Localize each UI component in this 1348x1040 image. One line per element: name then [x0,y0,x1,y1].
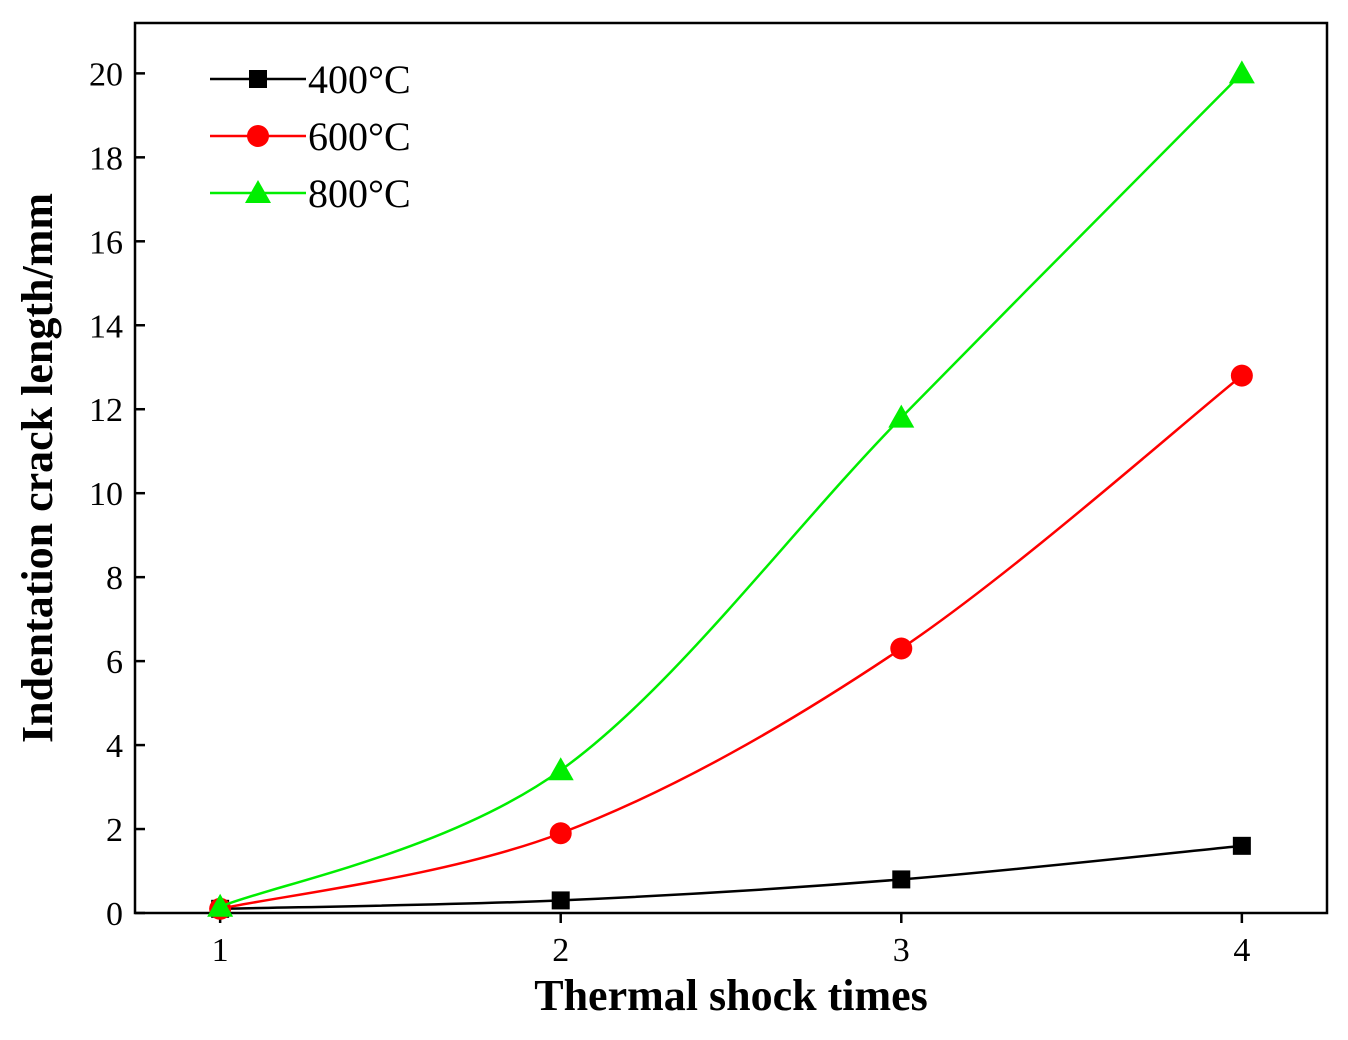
legend: 400°C 600°C 800°C [210,57,411,216]
x-axis-title: Thermal shock times [534,971,928,1020]
data-point [547,757,574,781]
series-line [220,844,1242,911]
y-tick-label: 18 [89,140,123,177]
data-point [892,870,911,889]
y-axis-title: Indentation crack length/mm [13,193,62,743]
y-tick-label: 0 [106,896,123,933]
legend-marker [247,125,269,147]
x-tick-label: 3 [893,932,910,969]
data-point [207,893,234,917]
legend-item: 600°C [210,114,411,159]
series-triangle [207,60,1255,917]
x-tick-label: 2 [552,932,569,969]
y-tick-label: 4 [106,728,123,765]
data-point [549,822,572,845]
legend-label: 400°C [308,57,411,102]
data-point [551,891,570,910]
data-point [888,404,915,428]
series-circle [209,364,1253,920]
data-point [890,637,913,660]
x-tick-label: 4 [1233,932,1250,969]
y-tick-label: 6 [106,644,123,681]
y-tick-label: 8 [106,560,123,597]
data-point [1230,364,1253,387]
y-tick-label: 20 [89,56,123,93]
legend-item: 400°C [210,57,411,102]
series-line [219,374,1243,911]
x-axis-ticks: 1 2 3 4 [212,913,1250,969]
plot-frame [133,21,1329,915]
data-point [1228,60,1255,84]
legend-label: 800°C [308,171,411,216]
y-axis-ticks: 0 2 4 6 8 10 12 14 16 18 20 [89,56,145,933]
y-tick-label: 16 [89,224,123,261]
series-layer [207,60,1255,920]
y-tick-label: 14 [89,308,123,345]
x-tick-label: 1 [212,932,229,969]
legend-marker [245,180,271,203]
series-line [219,72,1243,908]
legend-label: 600°C [308,114,411,159]
series-square [211,836,1251,918]
data-point [1232,836,1251,855]
y-tick-label: 12 [89,392,123,429]
y-tick-label: 2 [106,812,123,849]
legend-item: 800°C [210,171,411,216]
legend-marker [249,70,267,88]
y-tick-label: 10 [89,476,123,513]
